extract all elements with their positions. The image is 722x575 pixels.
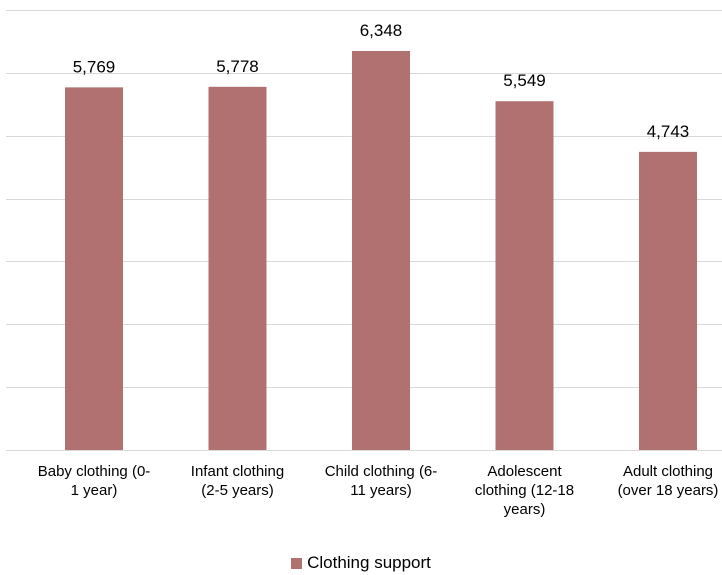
x-tick-label-line: clothing (12-18 <box>475 482 574 499</box>
x-tick-label-line: 11 years) <box>350 482 411 499</box>
data-label-0: 5,769 <box>73 57 116 76</box>
x-tick-label-line: Child clothing (6- <box>325 463 438 480</box>
x-tick-label-line: (2-5 years) <box>201 482 274 499</box>
data-label-4: 4,743 <box>647 122 690 141</box>
bar-4 <box>639 151 697 450</box>
x-tick-label-4: Adult clothing (over 18 years) <box>618 463 719 499</box>
x-tick-label-line: Adult clothing <box>623 463 713 480</box>
x-tick-label-line: (over 18 years) <box>618 482 719 499</box>
data-label-2: 6,348 <box>360 21 403 40</box>
bars <box>65 50 697 451</box>
data-labels: 5,769 5,778 6,348 5,549 4,743 <box>73 21 690 141</box>
x-tick-label-line: 1 year) <box>71 482 118 499</box>
bar-1 <box>208 86 267 450</box>
bar-3 <box>495 101 554 450</box>
x-tick-label-line: Baby clothing (0- <box>38 463 151 480</box>
legend-label: Clothing support <box>307 553 431 572</box>
x-tick-labels: Baby clothing (0- 1 year) Infant clothing (… <box>38 463 719 518</box>
legend: Clothing support <box>0 552 722 574</box>
x-tick-label-3: Adolescent clothing (12-18 years) <box>475 463 574 518</box>
x-tick-label-0: Baby clothing (0- 1 year) <box>38 463 151 499</box>
x-tick-label-line: Adolescent <box>487 463 562 480</box>
bar-2 <box>352 50 410 451</box>
x-tick-label-2: Child clothing (6- 11 years) <box>325 463 438 499</box>
bar-0 <box>65 87 123 451</box>
x-tick-label-line: Infant clothing <box>191 463 284 480</box>
legend-swatch <box>291 557 303 569</box>
data-label-1: 5,778 <box>216 57 259 76</box>
x-tick-label-line: years) <box>504 501 546 518</box>
data-label-3: 5,549 <box>503 71 546 90</box>
x-tick-label-1: Infant clothing (2-5 years) <box>191 463 284 499</box>
